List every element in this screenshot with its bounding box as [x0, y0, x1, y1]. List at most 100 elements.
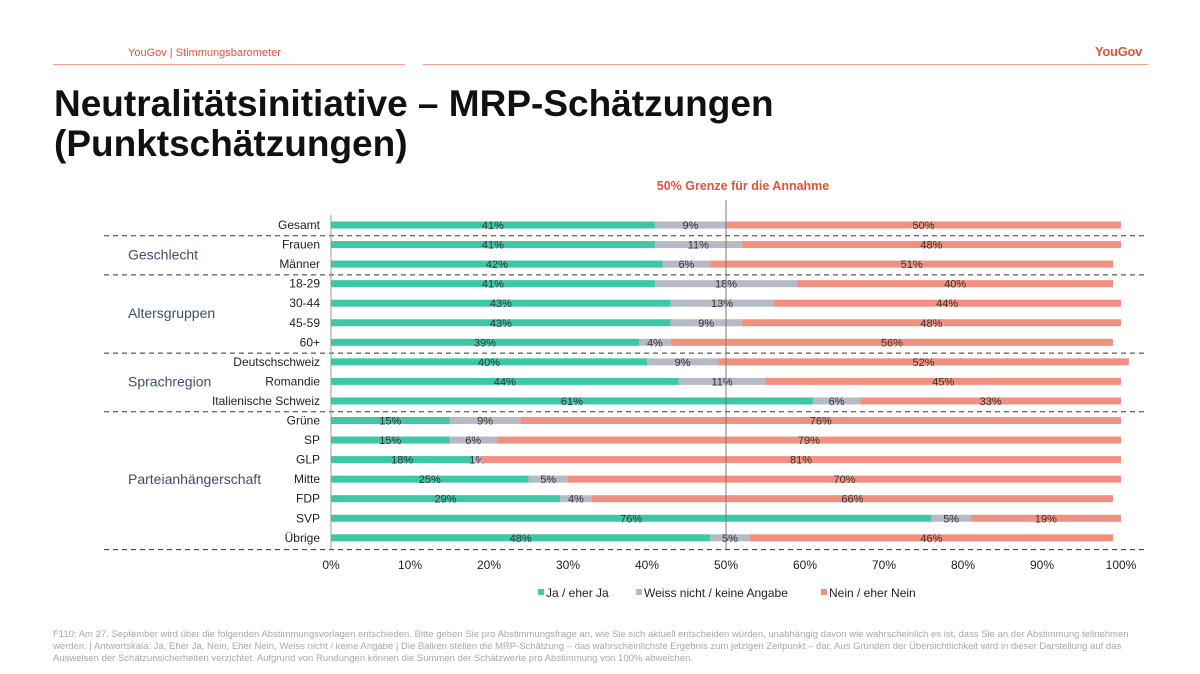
group-label: Altersgruppen	[128, 305, 215, 321]
data-label: 15%	[379, 416, 401, 428]
data-label: 33%	[980, 396, 1002, 408]
data-label: 19%	[1035, 513, 1057, 525]
x-tick-label: 90%	[1030, 558, 1054, 572]
threshold-annotation: 50% Grenze für die Annahme	[657, 179, 830, 193]
data-label: 39%	[474, 337, 496, 349]
data-label: 76%	[810, 416, 832, 428]
yougov-logo: YouGov	[1095, 44, 1143, 59]
bar-segment	[710, 260, 1114, 268]
bar-segment	[331, 436, 450, 444]
data-label: 6%	[465, 435, 481, 447]
bar-segment	[654, 241, 742, 249]
data-label: 11%	[688, 240, 709, 252]
category-label: FDP	[296, 492, 320, 506]
category-label: 18-29	[289, 277, 320, 291]
data-label: 15%	[379, 435, 401, 447]
bar-segment	[331, 338, 640, 346]
x-tick-label: 40%	[635, 558, 659, 572]
data-label: 56%	[881, 337, 903, 349]
data-label: 9%	[477, 416, 493, 428]
header-divider-right	[423, 64, 1148, 65]
data-label: 52%	[912, 357, 934, 369]
bar-segment	[449, 436, 497, 444]
legend-swatch	[821, 589, 827, 595]
bar-segment	[520, 417, 1121, 424]
data-label: 9%	[675, 357, 691, 369]
bar-segment	[860, 397, 1121, 405]
data-label: 9%	[682, 220, 698, 232]
category-label: SVP	[296, 511, 320, 525]
category-label: Männer	[279, 257, 320, 271]
data-label: 6%	[829, 396, 845, 408]
x-tick-label: 20%	[477, 558, 501, 572]
data-label: 51%	[901, 259, 923, 271]
bar-segment	[797, 280, 1114, 288]
bar-segment	[654, 221, 726, 229]
category-label: Gesamt	[278, 218, 321, 232]
legend-label: Ja / eher Ja	[546, 586, 609, 600]
bar-segment	[331, 241, 655, 249]
bar-segment	[496, 436, 1121, 444]
bar-segment	[678, 377, 766, 385]
data-label: 4%	[647, 337, 663, 349]
bar-segment	[749, 534, 1114, 542]
bar-segment	[473, 456, 482, 464]
x-tick-label: 60%	[793, 558, 817, 572]
data-label: 41%	[482, 279, 504, 291]
data-label: 18%	[391, 455, 413, 467]
data-label: 61%	[561, 396, 583, 408]
data-label: 76%	[620, 513, 642, 525]
x-tick-label: 100%	[1106, 558, 1137, 572]
bar-segment	[662, 260, 711, 268]
bar-segment	[568, 475, 1121, 483]
x-tick-label: 80%	[951, 558, 975, 572]
legend-swatch	[636, 589, 642, 595]
bar-segment	[331, 534, 711, 542]
category-label: 45-59	[289, 316, 320, 330]
group-label: Parteianhängerschaft	[128, 471, 261, 487]
data-label: 13%	[711, 298, 733, 310]
x-tick-label: 0%	[322, 558, 340, 572]
bar-segment	[331, 299, 671, 307]
data-label: 4%	[568, 494, 584, 506]
data-label: 66%	[841, 494, 863, 506]
legend-label: Weiss nicht / keine Angabe	[644, 586, 788, 600]
category-label: 30-44	[289, 296, 320, 310]
bar-segment	[670, 319, 742, 327]
x-tick-label: 70%	[872, 558, 896, 572]
group-label: Sprachregion	[128, 373, 211, 389]
bar-segment	[591, 495, 1114, 503]
bar-segment	[560, 495, 592, 503]
category-label: 60+	[300, 335, 320, 349]
data-label: 50%	[912, 220, 934, 232]
group-label: Geschlecht	[128, 246, 198, 262]
data-label: 6%	[679, 259, 695, 271]
data-label: 44%	[936, 298, 958, 310]
bar-segment	[331, 358, 647, 366]
bar-segment	[773, 299, 1121, 307]
data-label: 48%	[920, 318, 942, 330]
bar-segment	[331, 514, 932, 522]
bar-segment	[331, 260, 663, 268]
bar-segment	[331, 495, 561, 503]
data-label: 70%	[833, 474, 855, 486]
data-label: 5%	[540, 474, 556, 486]
footnote: F110: Am 27. September wird über die fol…	[53, 629, 1129, 664]
category-label: Italienische Schweiz	[212, 394, 320, 408]
data-label: 9%	[698, 318, 714, 330]
data-label: 40%	[478, 357, 500, 369]
x-tick-label: 10%	[398, 558, 422, 572]
bar-segment	[331, 475, 529, 483]
data-label: 40%	[944, 279, 966, 291]
bar-segment	[718, 358, 1129, 366]
bar-segment	[449, 417, 521, 424]
bar-segment	[812, 397, 861, 405]
data-label: 11%	[711, 376, 732, 388]
header-divider-left	[53, 64, 405, 65]
header-brand: YouGov | Stimmungsbarometer	[128, 47, 281, 59]
data-label: 5%	[722, 533, 738, 545]
bar-segment	[765, 377, 1121, 385]
data-label: 41%	[482, 220, 504, 232]
legend-swatch	[538, 589, 544, 595]
bar-segment	[331, 221, 655, 229]
